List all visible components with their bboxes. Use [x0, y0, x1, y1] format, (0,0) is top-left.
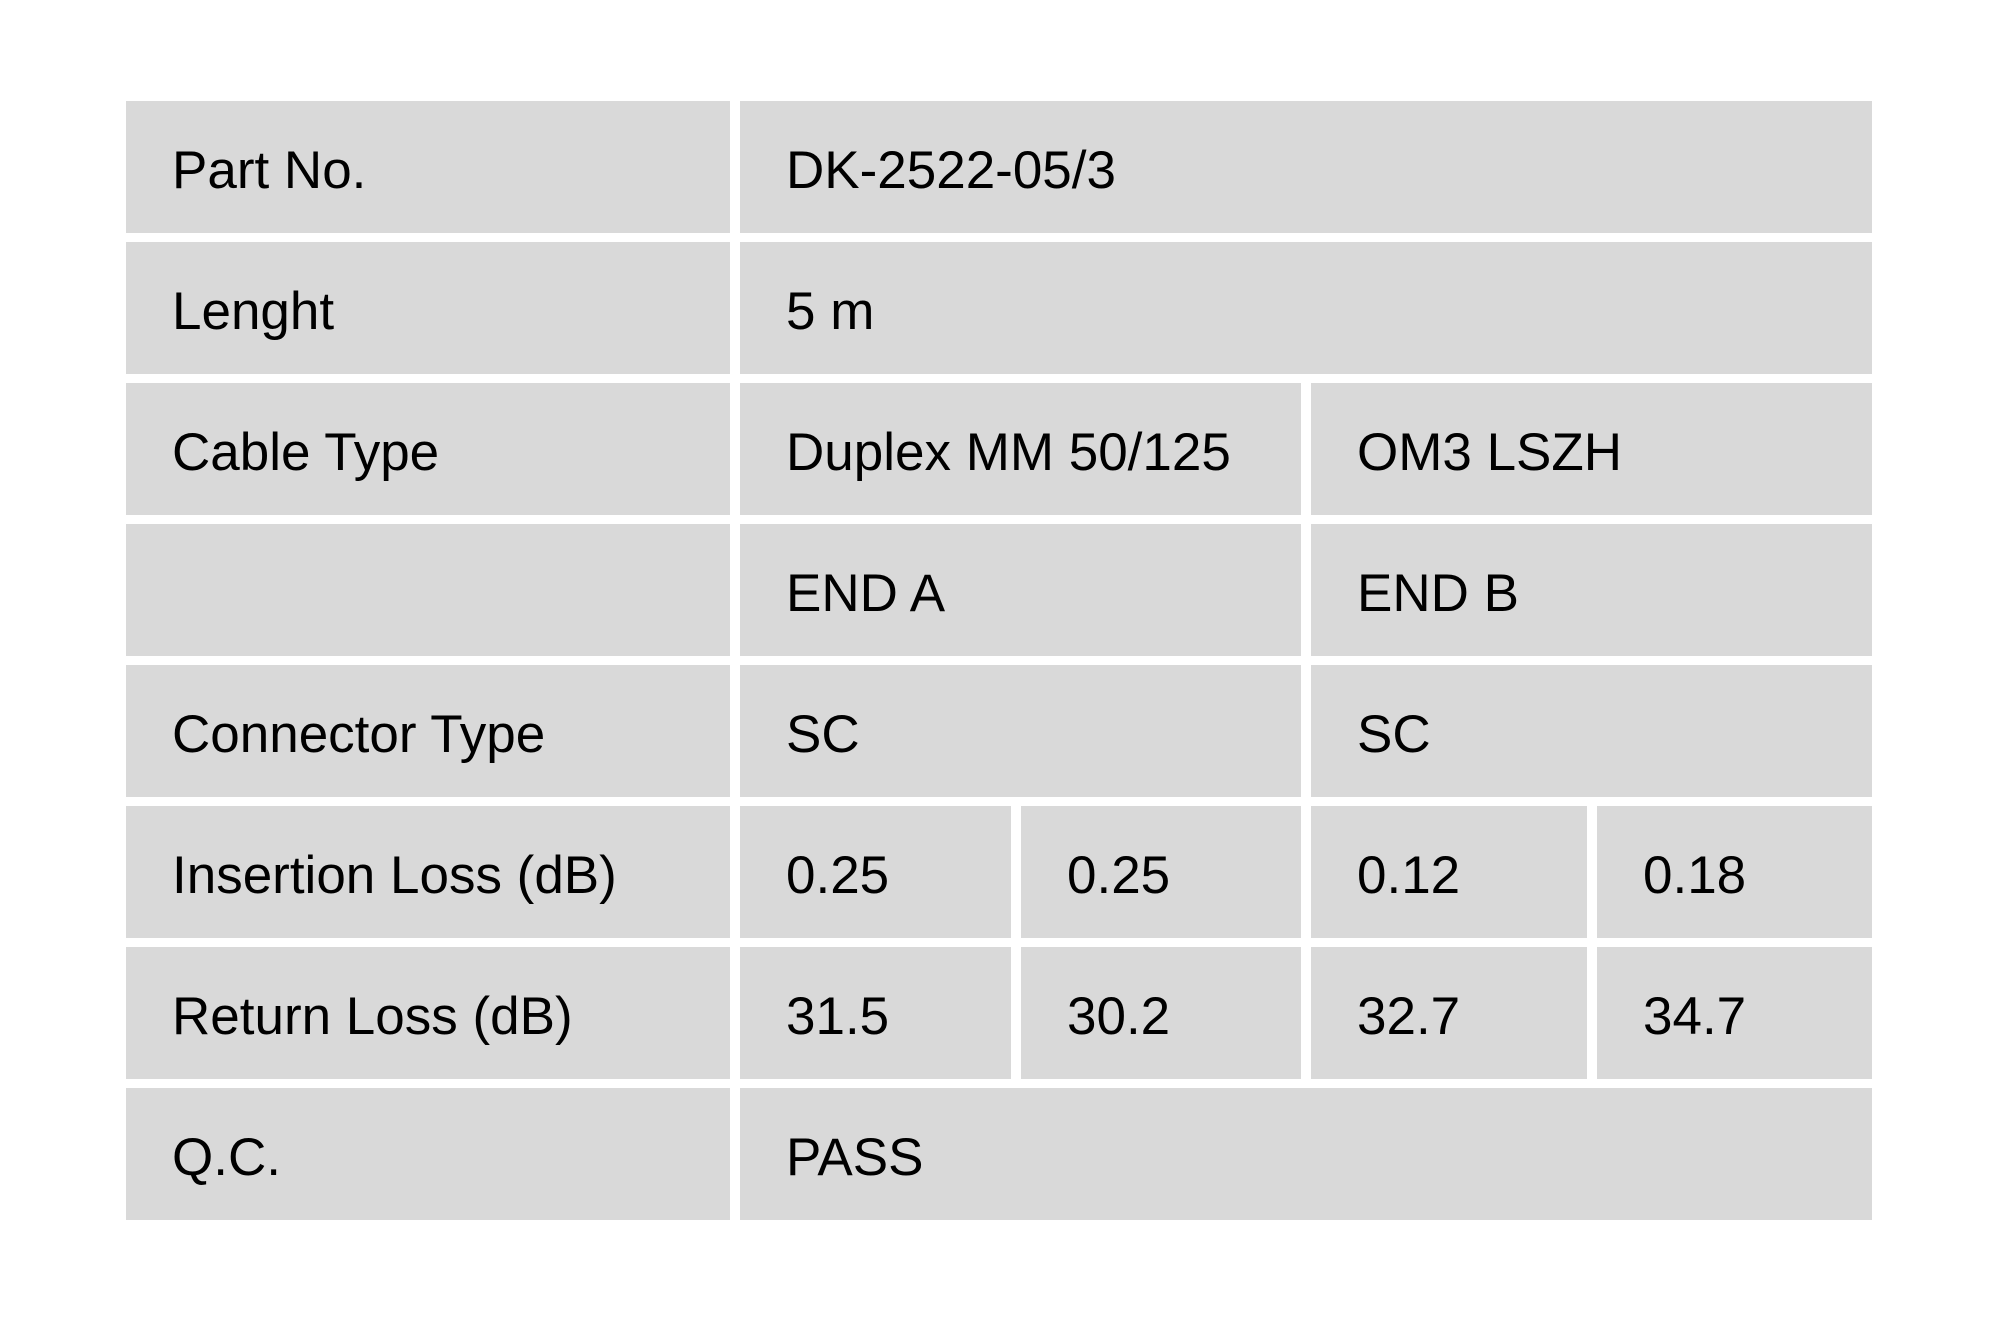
value-cell: SC	[740, 665, 1301, 797]
value-cell: 0.25	[740, 806, 1011, 938]
row-label-cell: Return Loss (dB)	[126, 947, 730, 1079]
value-cell: 30.2	[1021, 947, 1301, 1079]
row-label-cell: Part No.	[126, 101, 730, 233]
row-label-cell: Insertion Loss (dB)	[126, 806, 730, 938]
value-cell: END A	[740, 524, 1301, 656]
row-label-cell: Lenght	[126, 242, 730, 374]
value-cell: Duplex MM 50/125	[740, 383, 1301, 515]
value-cell: 31.5	[740, 947, 1011, 1079]
value-cell: SC	[1311, 665, 1872, 797]
qc-spec-table: Part No. DK-2522-05/3 Lenght 5 m Cable Type D…	[126, 101, 1872, 1220]
value-cell: 0.25	[1021, 806, 1301, 938]
row-label-cell: Connector Type	[126, 665, 730, 797]
row-label-cell: Cable Type	[126, 383, 730, 515]
value-cell: OM3 LSZH	[1311, 383, 1872, 515]
value-cell: 5 m	[740, 242, 1872, 374]
value-cell: DK-2522-05/3	[740, 101, 1872, 233]
value-cell: 32.7	[1311, 947, 1587, 1079]
value-cell: END B	[1311, 524, 1872, 656]
value-cell: 0.12	[1311, 806, 1587, 938]
row-label-cell: Q.C.	[126, 1088, 730, 1220]
value-cell: 0.18	[1597, 806, 1872, 938]
value-cell: 34.7	[1597, 947, 1872, 1079]
row-label-cell-empty	[126, 524, 730, 656]
value-cell: PASS	[740, 1088, 1872, 1220]
